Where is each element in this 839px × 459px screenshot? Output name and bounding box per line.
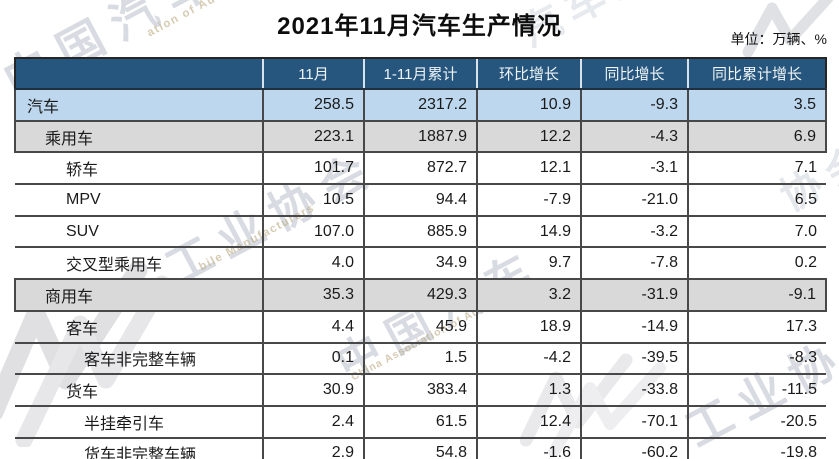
table-row: 轿车 101.7 872.7 12.1 -3.1 7.1	[15, 152, 826, 186]
value-cell: 3.5	[687, 89, 827, 122]
value-cell: 885.9	[363, 215, 477, 249]
value-cell: -1.6	[476, 437, 581, 459]
table-row: SUV 107.0 885.9 14.9 -3.2 7.0	[15, 215, 826, 249]
value-cell: 6.5	[687, 184, 826, 217]
table-row: 商用车 35.3 429.3 3.2 -31.9 -9.1	[14, 279, 827, 312]
header-cell-category	[14, 57, 263, 90]
value-cell: 94.4	[363, 184, 477, 217]
value-cell: 6.9	[687, 120, 827, 154]
table-row: 货车 30.9 383.4 1.3 -33.8 -11.5	[15, 374, 826, 407]
table-row: 客车 4.4 45.9 18.9 -14.9 17.3	[15, 310, 826, 344]
table-row: 货车非完整车辆 2.9 54.8 -1.6 -60.2 -19.8	[15, 437, 826, 459]
value-cell: 9.7	[476, 247, 581, 281]
value-cell: -20.5	[687, 405, 826, 439]
header-row: 11月 1-11月累计 环比增长 同比增长 同比累计增长	[14, 57, 827, 90]
value-cell: -4.3	[580, 120, 688, 154]
value-cell: 0.1	[262, 342, 364, 376]
table-row: 交叉型乘用车 4.0 34.9 9.7 -7.8 0.2	[15, 247, 826, 281]
value-cell: -7.9	[476, 184, 581, 217]
value-cell: -39.5	[580, 342, 688, 376]
value-cell: -31.9	[580, 279, 688, 312]
table-row: 客车非完整车辆 0.1 1.5 -4.2 -39.5 -8.3	[15, 342, 826, 376]
value-cell: 7.0	[687, 215, 826, 249]
value-cell: 4.0	[262, 247, 364, 281]
value-cell: 12.4	[476, 405, 581, 439]
row-label-cell: 交叉型乘用车	[15, 247, 263, 281]
value-cell: -3.2	[580, 215, 688, 249]
value-cell: 35.3	[262, 279, 364, 312]
header-cell-month: 11月	[262, 57, 364, 90]
value-cell: 101.7	[262, 152, 364, 186]
value-cell: 383.4	[363, 374, 477, 407]
table-header: 11月 1-11月累计 环比增长 同比增长 同比累计增长	[14, 57, 827, 90]
value-cell: 2.4	[262, 405, 364, 439]
value-cell: 0.2	[687, 247, 826, 281]
value-cell: 10.9	[476, 89, 581, 122]
value-cell: 2317.2	[363, 89, 477, 122]
value-cell: 30.9	[262, 374, 364, 407]
value-cell: -70.1	[580, 405, 688, 439]
value-cell: -19.8	[687, 437, 826, 459]
value-cell: -11.5	[687, 374, 826, 407]
value-cell: 34.9	[363, 247, 477, 281]
value-cell: 872.7	[363, 152, 477, 186]
table-row: MPV 10.5 94.4 -7.9 -21.0 6.5	[15, 184, 826, 217]
value-cell: 107.0	[262, 215, 364, 249]
row-label-cell: 轿车	[15, 152, 263, 186]
value-cell: -9.3	[580, 89, 688, 122]
value-cell: -14.9	[580, 310, 688, 344]
value-cell: -33.8	[580, 374, 688, 407]
value-cell: 2.9	[262, 437, 364, 459]
value-cell: 429.3	[363, 279, 477, 312]
table-row: 半挂牵引车 2.4 61.5 12.4 -70.1 -20.5	[15, 405, 826, 439]
value-cell: -4.2	[476, 342, 581, 376]
header-cell-yoy-growth: 同比增长	[580, 57, 688, 90]
value-cell: 45.9	[363, 310, 477, 344]
value-cell: -9.1	[687, 279, 827, 312]
value-cell: -3.1	[580, 152, 688, 186]
unit-label: 单位：万辆、%	[730, 31, 827, 47]
value-cell: 223.1	[262, 120, 364, 154]
value-cell: -7.8	[580, 247, 688, 281]
value-cell: 7.1	[687, 152, 826, 186]
value-cell: 10.5	[262, 184, 364, 217]
value-cell: 18.9	[476, 310, 581, 344]
row-label-cell: 货车	[15, 374, 263, 407]
row-label-cell: 汽车	[14, 89, 263, 122]
header-cell-mom-growth: 环比增长	[476, 57, 581, 90]
row-label-cell: 乘用车	[14, 120, 263, 154]
table-body: 汽车 258.5 2317.2 10.9 -9.3 3.5 乘用车 223.1 1887.9 12…	[14, 89, 827, 459]
header-cell-cumulative: 1-11月累计	[363, 57, 477, 90]
value-cell: 1.3	[476, 374, 581, 407]
row-label-cell: 半挂牵引车	[15, 405, 263, 439]
value-cell: 1887.9	[363, 120, 477, 154]
value-cell: 17.3	[687, 310, 826, 344]
value-cell: 258.5	[262, 89, 364, 122]
row-label-cell: 商用车	[14, 279, 263, 312]
page-title: 2021年11月汽车生产情况	[277, 13, 562, 40]
value-cell: -60.2	[580, 437, 688, 459]
table-row: 乘用车 223.1 1887.9 12.2 -4.3 6.9	[14, 120, 827, 154]
row-label-cell: 货车非完整车辆	[15, 437, 263, 459]
row-label-cell: 客车	[15, 310, 263, 344]
header-cell-yoy-cumulative-growth: 同比累计增长	[687, 57, 827, 90]
value-cell: -21.0	[580, 184, 688, 217]
production-table: 11月 1-11月累计 环比增长 同比增长 同比累计增长 汽车 258.5 2317…	[14, 57, 827, 459]
value-cell: 12.1	[476, 152, 581, 186]
value-cell: 54.8	[363, 437, 477, 459]
value-cell: 61.5	[363, 405, 477, 439]
value-cell: 14.9	[476, 215, 581, 249]
row-label-cell: MPV	[15, 184, 263, 217]
value-cell: -8.3	[687, 342, 826, 376]
row-label-cell: 客车非完整车辆	[15, 342, 263, 376]
value-cell: 12.2	[476, 120, 581, 154]
caam-logo-watermark-icon	[742, 0, 834, 58]
value-cell: 1.5	[363, 342, 477, 376]
value-cell: 3.2	[476, 279, 581, 312]
row-label-cell: SUV	[15, 215, 263, 249]
value-cell: 4.4	[262, 310, 364, 344]
table-row: 汽车 258.5 2317.2 10.9 -9.3 3.5	[14, 89, 827, 122]
